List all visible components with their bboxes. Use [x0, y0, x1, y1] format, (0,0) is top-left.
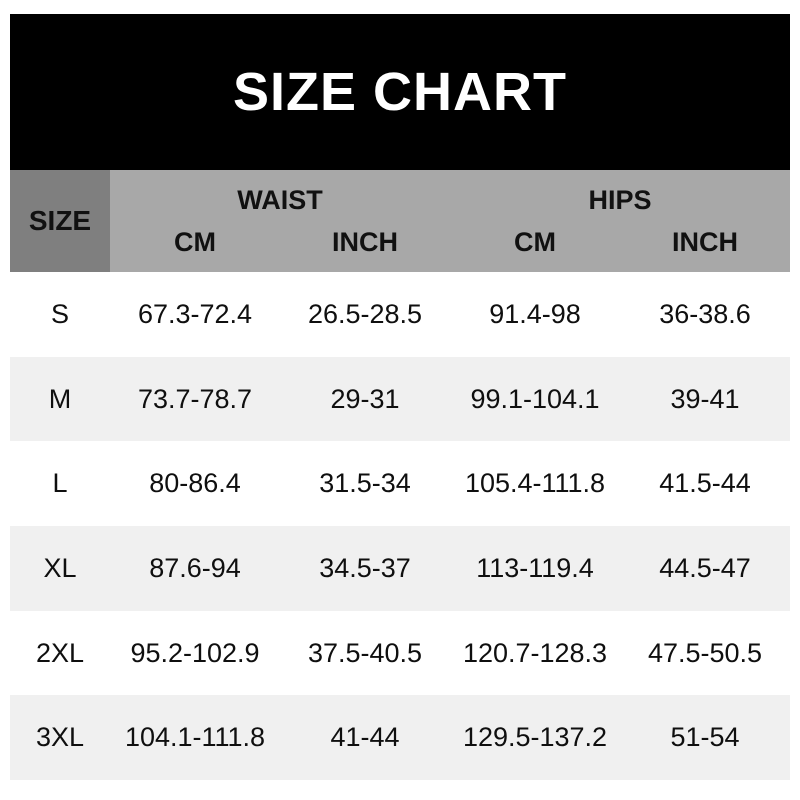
cell-waist-inch: 41-44: [330, 722, 400, 753]
cell-hips-cm: 105.4-111.8: [464, 468, 606, 499]
cell-waist-inch: 29-31: [330, 383, 400, 414]
cell-waist-cm: 67.3-72.4: [137, 298, 253, 329]
cell-waist-inch: 34.5-37: [319, 552, 411, 583]
table-row-l: L 80-86.4 31.5-34 105.4-111.8 41.5-44: [10, 441, 790, 527]
size-label: XL: [43, 552, 77, 583]
cell-hips-cm: 120.7-128.3: [462, 637, 608, 668]
cell-hips-cm: 129.5-137.2: [462, 722, 608, 753]
cell-waist-inch: 26.5-28.5: [307, 298, 423, 329]
cell-waist-cm: 87.6-94: [149, 552, 241, 583]
unit-header-row: CM INCH CM INCH: [110, 221, 790, 272]
size-label: L: [52, 468, 68, 499]
table-row-m: M 73.7-78.7 29-31 99.1-104.1 39-41: [10, 356, 790, 442]
cell-hips-cm: 91.4-98: [489, 298, 581, 329]
unit-header-hips-cm: CM: [514, 227, 556, 257]
table-row-xl: XL 87.6-94 34.5-37 113-119.4 44.5-47: [10, 526, 790, 611]
size-label: S: [50, 298, 69, 329]
group-header-waist: WAIST: [237, 185, 323, 215]
size-table-body: S 67.3-72.4 26.5-28.5 91.4-98 36-38.6 M …: [10, 272, 790, 781]
cell-hips-cm: 99.1-104.1: [470, 383, 600, 414]
cell-waist-cm: 104.1-111.8: [124, 722, 266, 753]
size-label: M: [48, 383, 72, 414]
table-row-2xl: 2XL 95.2-102.9 37.5-40.5 120.7-128.3 47.…: [10, 610, 790, 696]
cell-waist-cm: 95.2-102.9: [130, 637, 260, 668]
group-header-row: WAIST HIPS: [110, 170, 790, 221]
unit-header-hips-inch: INCH: [672, 227, 738, 257]
cell-hips-inch: 47.5-50.5: [647, 637, 763, 668]
cell-waist-inch: 37.5-40.5: [307, 637, 423, 668]
cell-hips-inch: 41.5-44: [659, 468, 751, 499]
unit-header-waist-cm: CM: [174, 227, 216, 257]
size-column-header: SIZE: [10, 170, 110, 272]
cell-waist-cm: 80-86.4: [149, 468, 241, 499]
size-chart-banner: SIZE CHART: [10, 14, 790, 170]
table-row-s: S 67.3-72.4 26.5-28.5 91.4-98 36-38.6: [10, 272, 790, 357]
table-row-3xl: 3XL 104.1-111.8 41-44 129.5-137.2 51-54: [10, 695, 790, 781]
measurement-headers: WAIST HIPS CM INCH CM INCH: [110, 170, 790, 272]
cell-waist-cm: 73.7-78.7: [137, 383, 253, 414]
table-header: SIZE WAIST HIPS CM INCH CM INCH: [10, 170, 790, 272]
size-label: 3XL: [35, 722, 85, 753]
size-label: 2XL: [35, 637, 85, 668]
page-title: SIZE CHART: [233, 62, 567, 122]
cell-hips-cm: 113-119.4: [476, 552, 594, 583]
group-header-hips: HIPS: [588, 185, 652, 215]
cell-hips-inch: 36-38.6: [659, 298, 751, 329]
cell-hips-inch: 44.5-47: [659, 552, 751, 583]
unit-header-waist-inch: INCH: [332, 227, 398, 257]
cell-hips-inch: 51-54: [670, 722, 740, 753]
cell-hips-inch: 39-41: [670, 383, 740, 414]
cell-waist-inch: 31.5-34: [319, 468, 411, 499]
